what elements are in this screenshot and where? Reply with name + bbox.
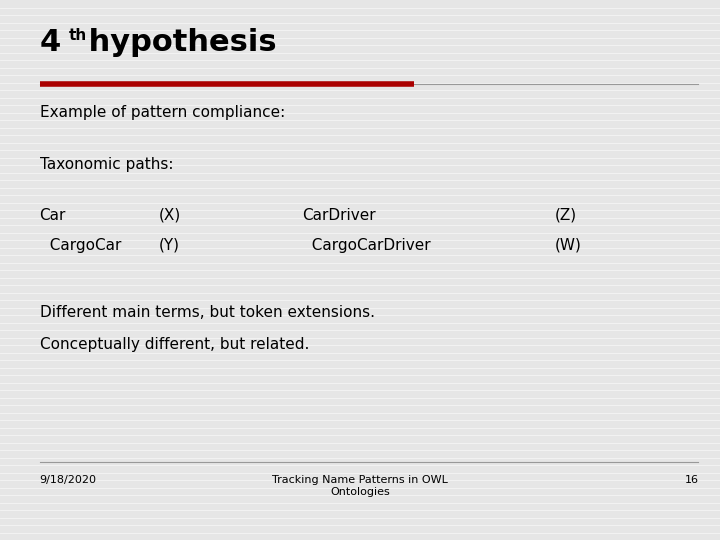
Text: CarDriver: CarDriver <box>302 208 376 223</box>
Text: CargoCarDriver: CargoCarDriver <box>302 238 431 253</box>
Text: (W): (W) <box>554 238 581 253</box>
Text: 4: 4 <box>40 28 61 57</box>
Text: Taxonomic paths:: Taxonomic paths: <box>40 157 173 172</box>
Text: Conceptually different, but related.: Conceptually different, but related. <box>40 338 309 353</box>
Text: th: th <box>68 28 86 43</box>
Text: CargoCar: CargoCar <box>40 238 121 253</box>
Text: Example of pattern compliance:: Example of pattern compliance: <box>40 105 285 120</box>
Text: Car: Car <box>40 208 66 223</box>
Text: hypothesis: hypothesis <box>78 28 276 57</box>
Text: (X): (X) <box>158 208 181 223</box>
Text: 16: 16 <box>685 475 698 485</box>
Text: Tracking Name Patterns in OWL
Ontologies: Tracking Name Patterns in OWL Ontologies <box>272 475 448 497</box>
Text: Different main terms, but token extensions.: Different main terms, but token extensio… <box>40 305 374 320</box>
Text: (Z): (Z) <box>554 208 577 223</box>
Text: 9/18/2020: 9/18/2020 <box>40 475 96 485</box>
Text: (Y): (Y) <box>158 238 179 253</box>
